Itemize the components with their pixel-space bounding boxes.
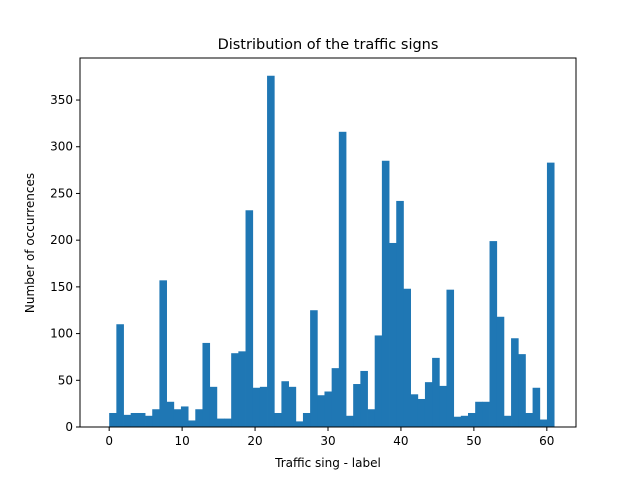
- bar-label-7: [159, 280, 167, 427]
- bar-label-37: [374, 335, 383, 427]
- bar-label-28: [310, 310, 318, 427]
- bar-label-46: [439, 385, 447, 427]
- bar-label-43: [417, 398, 426, 427]
- bar-label-52: [482, 401, 490, 427]
- x-tick-label-40: 40: [393, 434, 408, 448]
- bar-label-19: [245, 210, 254, 427]
- bar-label-12: [195, 409, 203, 427]
- x-tick-label-0: 0: [105, 434, 113, 448]
- bar-label-32: [338, 131, 347, 428]
- bar-label-29: [317, 395, 325, 427]
- bar-label-55: [503, 415, 512, 427]
- bar-label-39: [389, 242, 397, 427]
- bar-label-21: [259, 386, 268, 427]
- bars-group: [109, 75, 555, 428]
- bar-label-22: [267, 75, 275, 428]
- bar-label-23: [274, 412, 282, 427]
- bar-label-41: [403, 288, 411, 427]
- bar-label-9: [173, 409, 182, 427]
- bar-label-45: [432, 357, 440, 427]
- bar-label-58: [525, 412, 533, 427]
- y-tick-label-150: 150: [50, 280, 73, 294]
- x-tick-label-20: 20: [247, 434, 262, 448]
- bar-label-24: [281, 381, 289, 427]
- bar-label-2: [123, 414, 132, 427]
- bar-label-48: [453, 416, 462, 427]
- bar-label-10: [180, 406, 189, 427]
- axes-group: 0 10 20 30 40 50 60 0 50 100 150 200 250 300 350: [50, 57, 577, 448]
- bar-label-44: [424, 382, 433, 427]
- bar-label-42: [410, 394, 419, 427]
- bar-label-57: [518, 354, 526, 427]
- bar-label-26: [295, 421, 304, 427]
- x-tick-label-50: 50: [466, 434, 481, 448]
- bar-label-17: [231, 353, 239, 427]
- bar-label-27: [302, 412, 311, 427]
- y-tick-label-350: 350: [50, 93, 73, 107]
- bar-label-0: [109, 412, 117, 427]
- y-tick-label-300: 300: [50, 140, 73, 154]
- bar-label-13: [202, 342, 211, 427]
- bar-label-51: [475, 401, 483, 427]
- bar-label-1: [116, 324, 124, 427]
- x-tick-label-60: 60: [539, 434, 554, 448]
- chart-title: Distribution of the traffic signs: [218, 37, 439, 53]
- x-tick-label-30: 30: [320, 434, 335, 448]
- bar-label-18: [238, 351, 246, 427]
- bar-label-34: [353, 384, 361, 427]
- y-tick-label-100: 100: [50, 327, 73, 341]
- x-axis-label: Traffic sing - label: [274, 456, 381, 470]
- bar-label-8: [166, 401, 175, 427]
- bar-label-31: [331, 368, 340, 427]
- bar-label-50: [468, 412, 476, 427]
- bar-label-25: [288, 386, 297, 427]
- bar-label-20: [252, 387, 261, 427]
- bar-label-11: [188, 420, 196, 427]
- bar-label-4: [137, 412, 146, 427]
- x-tick-label-10: 10: [174, 434, 189, 448]
- bar-label-3: [130, 412, 139, 427]
- bar-label-40: [396, 200, 404, 427]
- bar-label-47: [446, 289, 455, 427]
- bar-label-6: [152, 409, 160, 427]
- bar-label-15: [216, 418, 225, 427]
- bar-label-30: [324, 391, 333, 427]
- y-tick-label-200: 200: [50, 233, 73, 247]
- bar-label-14: [209, 386, 218, 427]
- bar-label-5: [145, 415, 153, 427]
- y-axis-label: Number of occurrences: [23, 173, 37, 313]
- y-tick-label-50: 50: [58, 373, 73, 387]
- bar-label-16: [224, 418, 232, 427]
- bar-label-38: [381, 160, 390, 427]
- bar-label-49: [460, 415, 469, 427]
- bar-label-59: [532, 387, 541, 427]
- bar-label-36: [367, 409, 376, 427]
- bar-label-54: [496, 316, 505, 427]
- y-tick-label-0: 0: [65, 420, 73, 434]
- bar-label-35: [360, 370, 368, 427]
- bar-label-53: [489, 241, 498, 427]
- bar-label-56: [511, 338, 519, 427]
- bar-label-61: [546, 162, 555, 427]
- bar-label-60: [539, 419, 548, 427]
- bar-label-33: [346, 415, 354, 427]
- y-tick-label-250: 250: [50, 186, 73, 200]
